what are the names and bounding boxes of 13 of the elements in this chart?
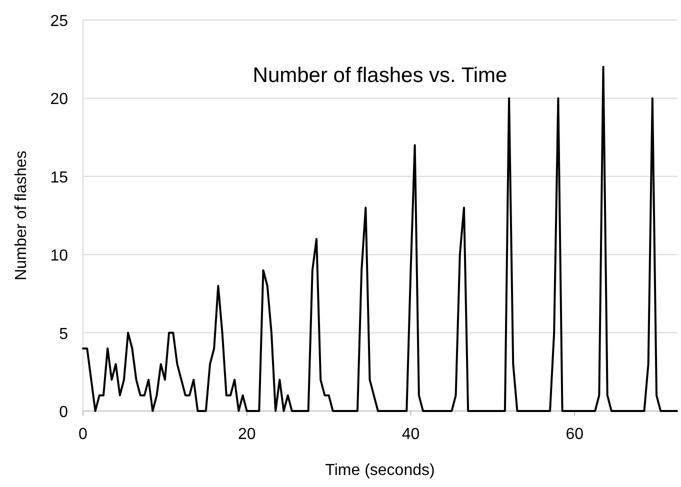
- x-tick-label: 40: [402, 426, 420, 443]
- text: Number of flashes vs. Time: [252, 64, 508, 87]
- x-tick-label: 0: [78, 426, 88, 443]
- x-tick-label: 20: [238, 426, 256, 443]
- y-tick-label: 10: [50, 248, 68, 265]
- y-tick-label: 5: [59, 326, 68, 343]
- x-axis-title: Time (seconds): [325, 462, 435, 479]
- y-tick-label: 15: [50, 169, 68, 186]
- x-tick-label: 60: [566, 426, 584, 443]
- y-axis-title: Number of flashes: [13, 150, 30, 280]
- y-tick-label: 20: [50, 91, 68, 108]
- y-tick-label: 25: [50, 13, 68, 30]
- y-tick-label: 0: [59, 404, 68, 421]
